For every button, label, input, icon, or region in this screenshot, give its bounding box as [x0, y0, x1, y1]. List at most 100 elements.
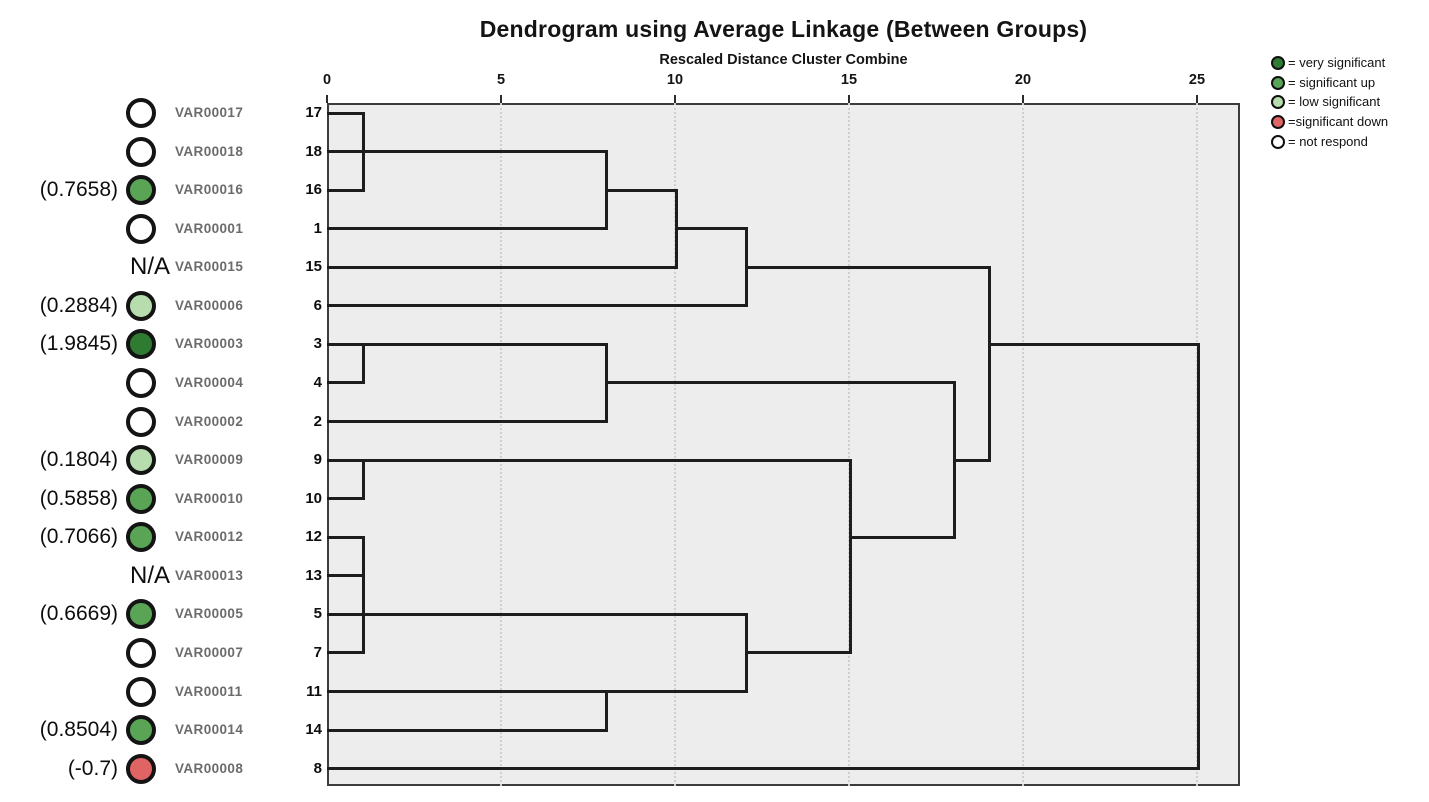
- dendrogram-line: [953, 381, 957, 539]
- dendrogram-line: [849, 458, 852, 655]
- case-number: 14: [305, 721, 322, 739]
- dendrogram-line: [953, 458, 992, 462]
- case-number: 11: [306, 682, 322, 700]
- case-number: 2: [313, 412, 322, 430]
- significance-circle: [126, 753, 156, 784]
- significance-circle: [126, 175, 156, 206]
- significance-circle: [126, 599, 156, 630]
- dendrogram-line: [361, 535, 365, 655]
- significance-value: (0.1804): [39, 448, 118, 472]
- dendrogram-line: [988, 342, 1200, 346]
- legend-circle: [1271, 56, 1285, 70]
- dendrogram-line: [327, 420, 609, 424]
- dendrogram-line: [327, 535, 365, 539]
- dendrogram-line: [361, 342, 365, 385]
- significance-circle: [126, 329, 156, 360]
- gridline: [500, 103, 502, 786]
- dendrogram-line: [605, 690, 609, 732]
- significance-circle: [126, 290, 156, 321]
- significance-circle: [126, 522, 156, 553]
- significance-circle: [126, 483, 156, 514]
- case-number: 9: [313, 451, 322, 469]
- legend-circle: [1271, 95, 1285, 110]
- significance-circle: [126, 637, 156, 668]
- variable-label: VAR00016: [175, 182, 244, 198]
- significance-value: (1.9845): [39, 332, 118, 356]
- significance-circle: [126, 367, 156, 398]
- variable-label: VAR00014: [175, 722, 244, 738]
- variable-label: VAR00005: [175, 606, 244, 622]
- dendrogram-line: [327, 265, 678, 269]
- significance-circle: [126, 445, 156, 476]
- variable-label: VAR00002: [175, 413, 244, 429]
- significance-value: (0.8504): [39, 718, 118, 742]
- dendrogram-line: [744, 612, 748, 694]
- axis-tick-label: 15: [840, 72, 858, 88]
- dendrogram-line: [327, 342, 609, 346]
- legend-circle: [1271, 75, 1285, 90]
- dendrogram-line: [327, 574, 365, 578]
- dendrogram-line: [1197, 342, 1200, 771]
- legend-label: = low significant: [1288, 94, 1381, 110]
- legend-label: = very significant: [1288, 55, 1386, 70]
- axis-title: Rescaled Distance Cluster Combine: [659, 52, 908, 68]
- case-number: 5: [313, 605, 322, 623]
- axis-tick-label: 25: [1188, 72, 1206, 88]
- significance-circle: [126, 676, 156, 707]
- dendrogram-line: [327, 227, 609, 231]
- axis-tick: [326, 95, 328, 103]
- axis-tick: [1022, 95, 1024, 103]
- chart-title: Dendrogram using Average Linkage (Betwee…: [479, 16, 1088, 42]
- plot-area: [327, 103, 1240, 786]
- axis-tick: [1196, 95, 1198, 103]
- dendrogram-line: [849, 535, 957, 539]
- legend-circle: [1271, 115, 1285, 130]
- variable-label: VAR00017: [175, 105, 244, 120]
- dendrogram-line: [327, 497, 365, 501]
- significance-circle: [126, 213, 156, 244]
- dendrogram-line: [327, 767, 1200, 771]
- axis-tick-label: 20: [1014, 72, 1032, 88]
- dendrogram-line: [361, 111, 365, 192]
- dendrogram-line: [327, 381, 365, 385]
- significance-circle: [126, 406, 156, 437]
- variable-label: VAR00008: [175, 760, 244, 776]
- significance-value: (-0.7): [67, 756, 118, 780]
- legend-label: =significant down: [1288, 114, 1389, 130]
- variable-label: VAR00010: [175, 490, 244, 506]
- significance-value: (0.7658): [39, 178, 118, 202]
- gridline: [848, 103, 850, 786]
- dendrogram-line: [988, 265, 992, 462]
- case-number: 3: [313, 335, 322, 353]
- dendrogram-line: [327, 612, 748, 616]
- variable-label: VAR00004: [175, 374, 244, 390]
- gridline: [674, 103, 676, 786]
- significance-value: N/A: [129, 561, 170, 589]
- case-number: 16: [305, 181, 322, 199]
- axis-tick-label: 0: [322, 72, 332, 88]
- significance-circle: [126, 715, 156, 746]
- dendrogram-line: [744, 227, 748, 308]
- axis-tick: [500, 95, 502, 103]
- significance-value: N/A: [129, 253, 170, 281]
- dendrogram-line: [744, 265, 992, 269]
- dendrogram-line: [327, 690, 748, 694]
- axis-tick: [674, 95, 676, 103]
- case-number: 6: [313, 296, 322, 314]
- dendrogram-line: [361, 458, 365, 501]
- significance-circle: [126, 98, 156, 128]
- dendrogram-line: [744, 651, 852, 655]
- axis-tick: [848, 95, 850, 103]
- axis-tick-label: 10: [666, 72, 684, 88]
- dendrogram-line: [675, 227, 748, 231]
- significance-value: (0.6669): [39, 602, 118, 626]
- dendrogram-line: [605, 188, 678, 192]
- significance-circle: [126, 136, 156, 167]
- variable-label: VAR00009: [175, 452, 244, 468]
- significance-value: (0.7066): [39, 525, 118, 549]
- dendrogram-line: [327, 150, 609, 154]
- case-number: 1: [313, 219, 322, 237]
- dendrogram-line: [675, 188, 678, 269]
- gridline: [1022, 103, 1024, 786]
